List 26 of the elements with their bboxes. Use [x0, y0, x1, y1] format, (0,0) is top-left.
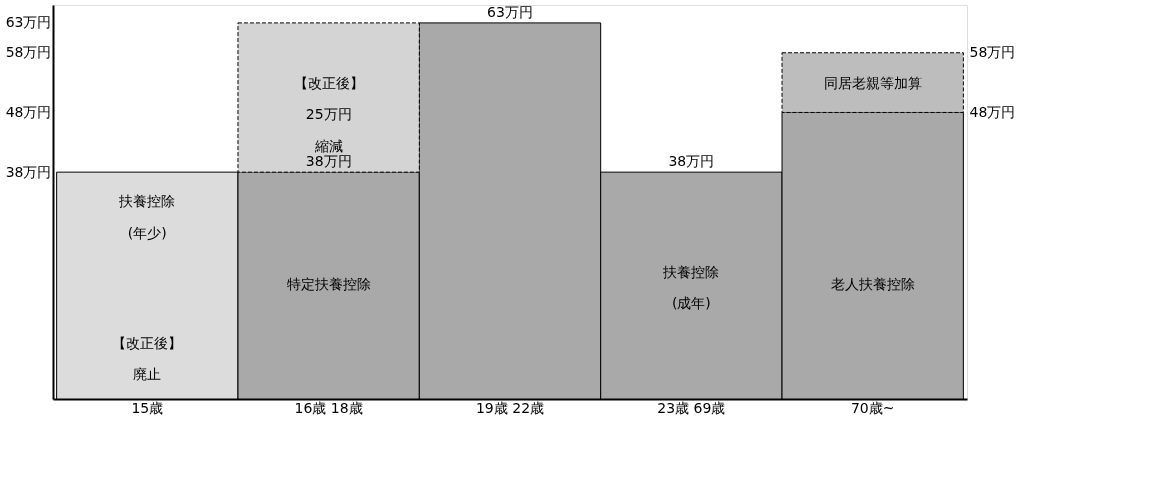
- y-tick-label: 38万円: [5, 163, 52, 180]
- annotation: (年少): [127, 224, 167, 241]
- annotation: 特定扶養控除: [286, 275, 371, 292]
- annotation: 老人扶養控除: [830, 275, 915, 292]
- y2-tick-label: 58万円: [969, 44, 1016, 61]
- y-tick-label: 48万円: [5, 103, 52, 120]
- annotation: 扶養控除: [118, 193, 176, 209]
- y-tick-label: 63万円: [5, 14, 52, 31]
- annotation: 【改正後】: [293, 74, 364, 91]
- x-tick-label: 16歳 18歳: [294, 399, 363, 416]
- x-tick-label: 23歳 69歳: [657, 399, 726, 416]
- data-label: 38万円: [668, 153, 715, 170]
- annotation: 同居老親等加算: [823, 74, 922, 91]
- data-label: 63万円: [487, 3, 533, 20]
- y-tick-label: 58万円: [5, 44, 52, 61]
- annotation: 縮減: [313, 137, 343, 154]
- annotation: 【改正後】: [112, 334, 183, 351]
- y2-tick-label: 48万円: [969, 103, 1016, 120]
- annotation: (成年): [671, 295, 711, 312]
- annotation: 廃止: [133, 366, 162, 383]
- annotation: 25万円: [305, 106, 352, 123]
- annotation: 扶養控除: [662, 263, 720, 280]
- x-tick-label: 70歳~: [850, 399, 895, 416]
- x-tick-label: 15歳: [131, 399, 164, 416]
- data-label: 38万円: [305, 153, 352, 170]
- x-tick-label: 19歳 22歳: [475, 399, 545, 416]
